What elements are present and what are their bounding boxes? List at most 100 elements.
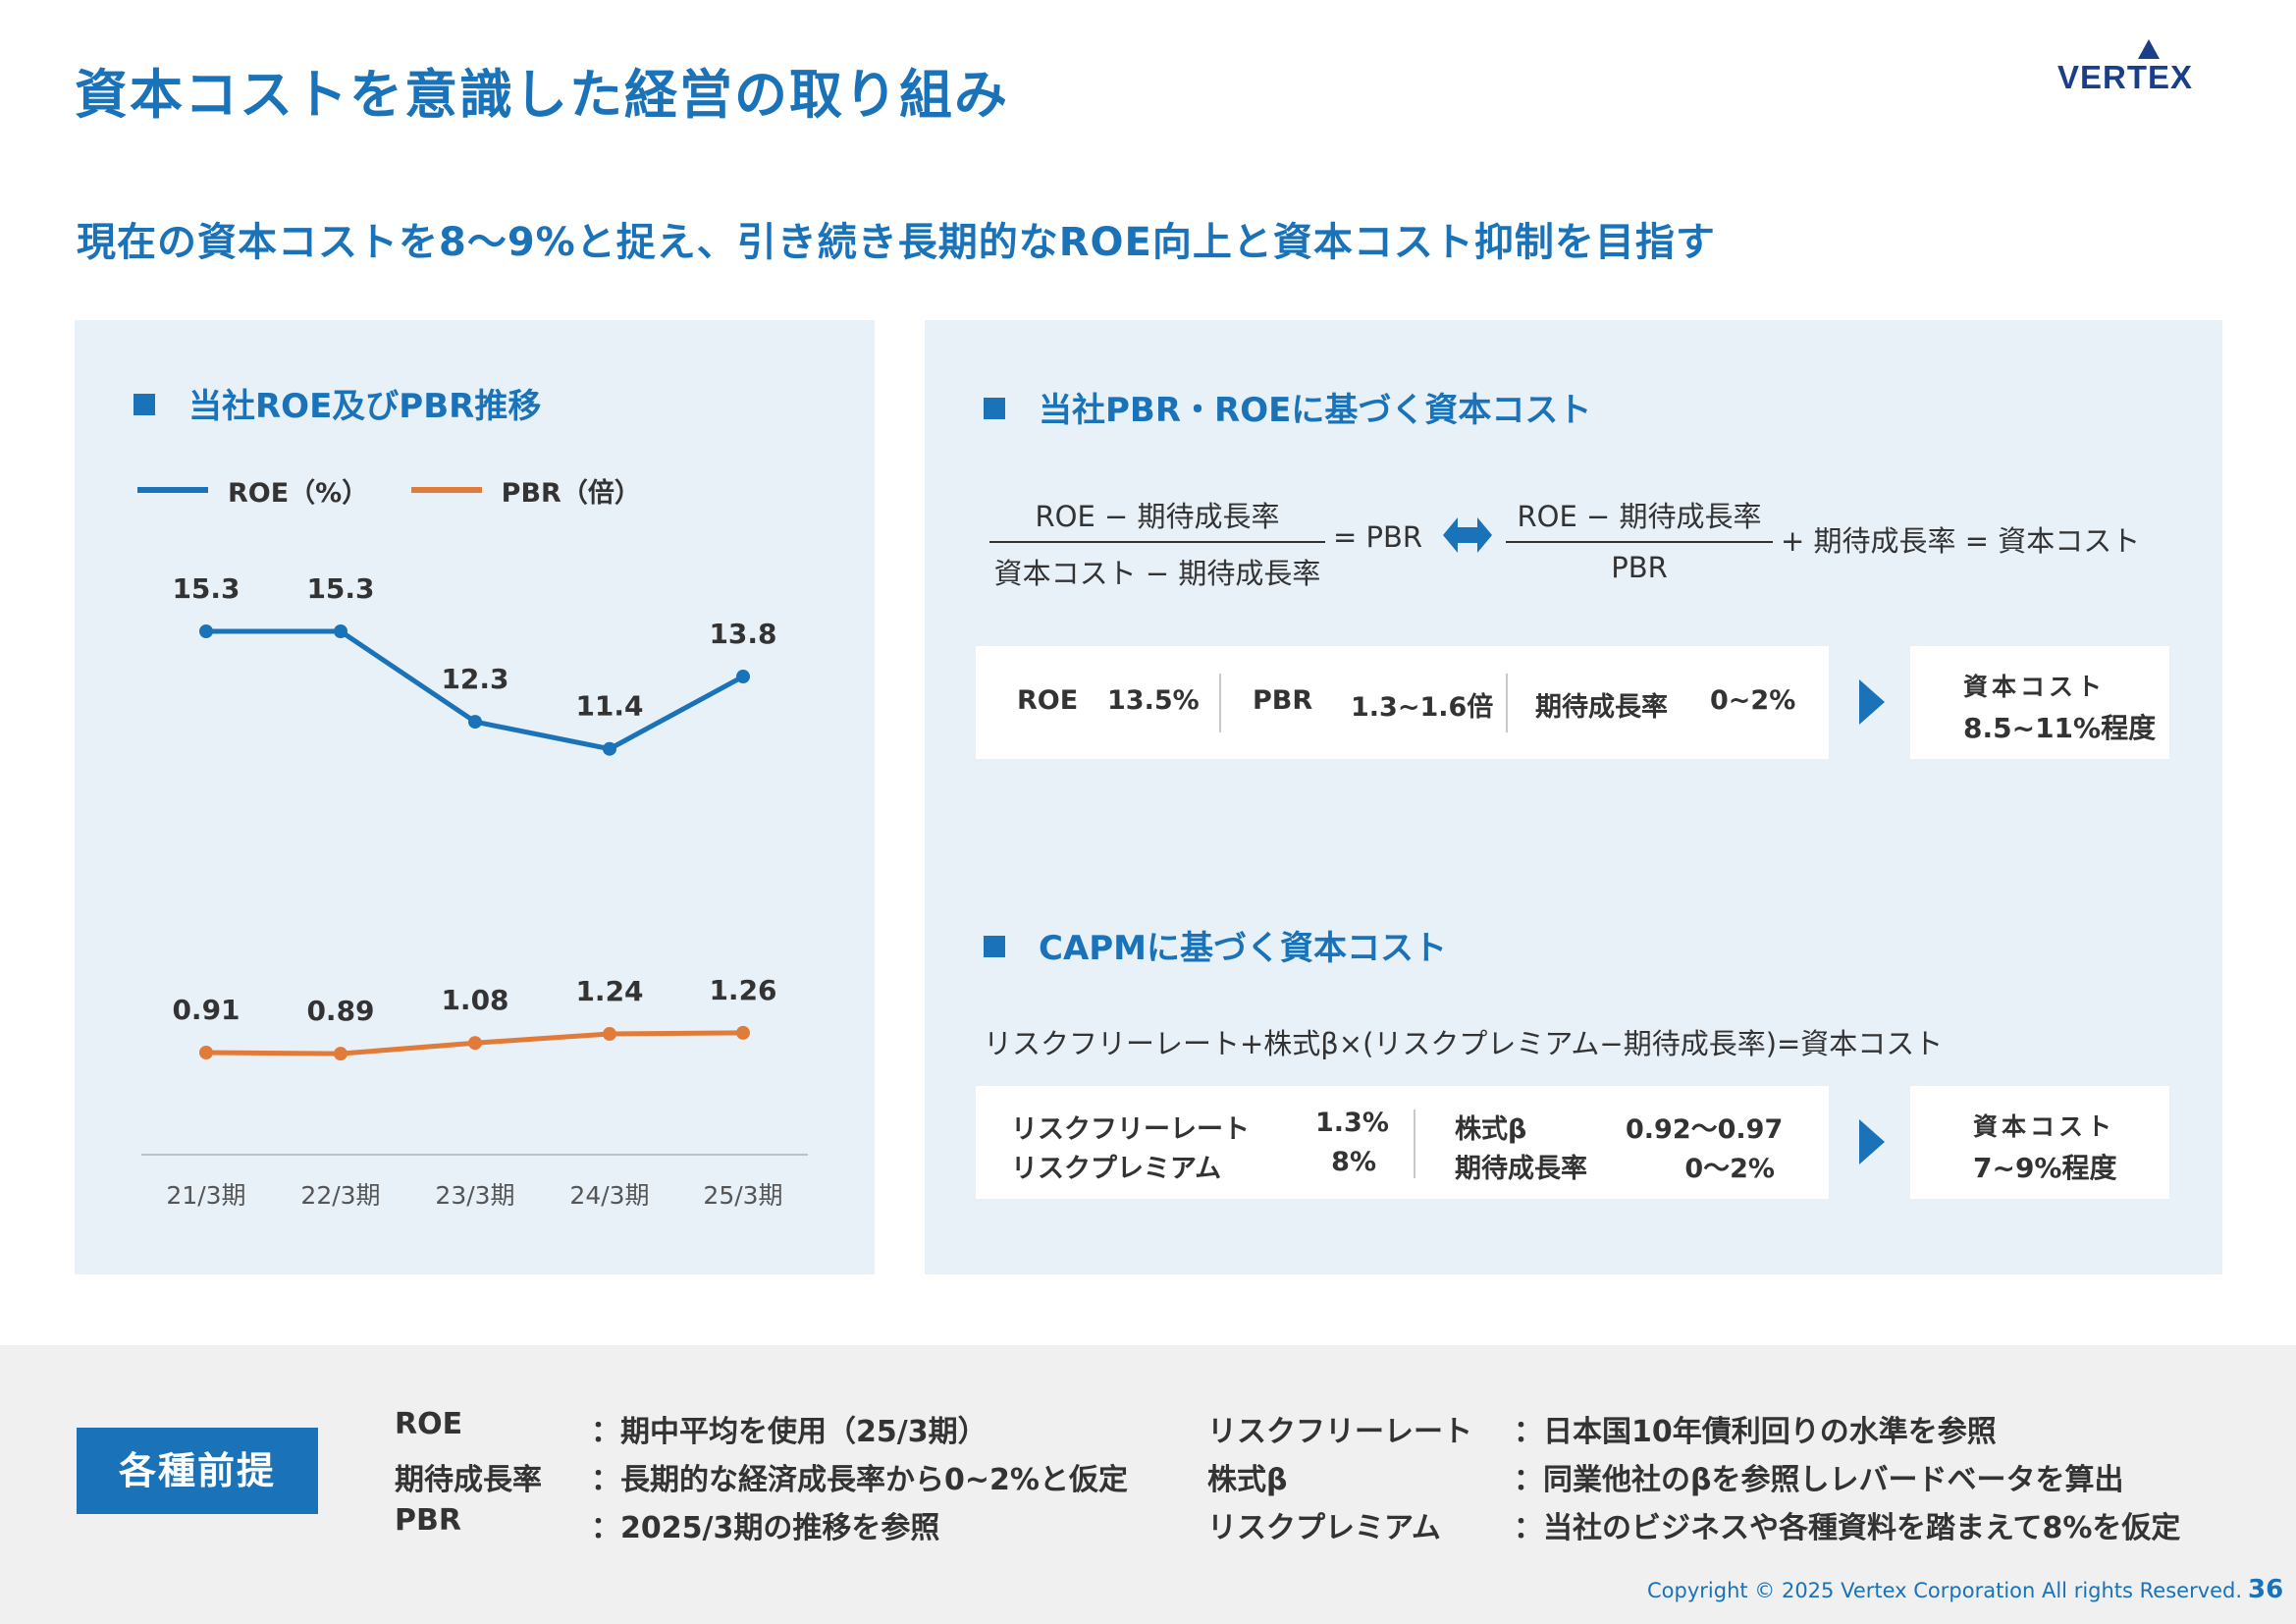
data-point-roe <box>334 624 347 638</box>
roe-pbr-line-chart: 15.3 15.3 12.3 11.4 13.8 0.91 0.89 1.08 1.24 1.26… <box>141 572 808 1210</box>
capm-formula: リスクフリーレート+株式β×(リスクプレミアム−期待成長率)=資本コスト <box>984 1027 1944 1060</box>
capm-result-value: 7~9%程度 <box>1973 1152 2117 1184</box>
pbr-formula-fraction: ROE − 期待成長率 資本コスト − 期待成長率 <box>989 494 1325 592</box>
chart-heading-text: 当社ROE及びPBR推移 <box>188 387 542 426</box>
note-desc-roe: ：期中平均を使用（25/3期） <box>591 1415 988 1449</box>
capm-growth-label: 期待成長率 <box>1455 1154 1587 1184</box>
data-label-pbr: 1.26 <box>709 974 776 1006</box>
capm-section-heading-text: CAPMに基づく資本コスト <box>1039 929 1448 968</box>
data-point-roe <box>736 670 750 684</box>
cost-formula-numerator: ROE − 期待成長率 <box>1506 494 1773 543</box>
roe-label: ROE <box>1017 685 1079 716</box>
divider <box>1414 1110 1415 1178</box>
capm-result-label: 資本コスト <box>1973 1112 2116 1141</box>
square-bullet-icon <box>984 936 1005 957</box>
growth-label: 期待成長率 <box>1535 692 1668 723</box>
note-desc-beta: ：同業他社のβを参照しレバードベータを算出 <box>1514 1463 2124 1497</box>
data-label-roe: 15.3 <box>172 572 240 605</box>
square-bullet-icon <box>133 394 155 415</box>
data-label-roe: 11.4 <box>575 690 643 723</box>
data-label-pbr: 1.24 <box>575 975 643 1007</box>
pbr-result-value: 8.5~11%程度 <box>1963 712 2157 744</box>
data-point-roe <box>468 715 482 730</box>
legend-label-roe: ROE（%） <box>228 477 369 509</box>
chart-legend: ROE（%） PBR（倍） <box>137 469 674 510</box>
data-point-pbr <box>199 1046 213 1059</box>
note-term-risk-free: リスクフリーレート <box>1207 1415 1472 1449</box>
beta-label: 株式β <box>1455 1114 1527 1145</box>
legend-item-roe: ROE（%） <box>137 471 368 510</box>
page-number: 36 <box>2248 1575 2284 1604</box>
risk-free-label: リスクフリーレート <box>1011 1114 1250 1145</box>
capm-section-heading: CAPMに基づく資本コスト <box>984 921 1447 969</box>
pbr-formula-equals: = PBR <box>1333 520 1423 554</box>
assumptions-badge: 各種前提 <box>77 1428 318 1514</box>
growth-value: 0~2% <box>1710 685 1796 716</box>
data-point-pbr <box>334 1047 347 1061</box>
double-arrow-icon <box>1443 517 1492 553</box>
pbr-section-heading: 当社PBR・ROEに基づく資本コスト <box>984 383 1591 431</box>
note-desc-risk-premium: ：当社のビジネスや各種資料を踏まえて8%を仮定 <box>1514 1511 2181 1545</box>
legend-label-pbr: PBR（倍） <box>501 477 641 509</box>
divider <box>1219 674 1221 732</box>
cost-formula-denominator: PBR <box>1611 551 1668 584</box>
risk-free-value: 1.3% <box>1315 1108 1389 1138</box>
note-desc-risk-free: ：日本国10年債利回りの水準を参照 <box>1514 1415 1997 1449</box>
data-point-pbr <box>468 1036 482 1051</box>
pbr-formula-numerator: ROE − 期待成長率 <box>989 494 1325 543</box>
capm-result-box: 資本コスト 7~9%程度 <box>1910 1086 2169 1199</box>
logo-text: VERTEX <box>2057 59 2194 95</box>
note-desc-pbr: ：2025/3期の推移を参照 <box>591 1511 940 1545</box>
data-label-roe: 15.3 <box>306 572 374 605</box>
copyright: Copyright © 2025 Vertex Corporation All … <box>1647 1579 2243 1602</box>
risk-premium-value: 8% <box>1331 1147 1376 1177</box>
pbr-formula-denominator: 資本コスト − 期待成長率 <box>993 557 1321 590</box>
note-term-beta: 株式β <box>1207 1463 1288 1497</box>
note-term-pbr: PBR <box>395 1503 461 1538</box>
cost-formula-fraction: ROE − 期待成長率 PBR <box>1506 494 1773 584</box>
legend-item-pbr: PBR（倍） <box>410 471 641 510</box>
right-arrow-icon <box>1859 1119 1885 1164</box>
x-tick-label: 23/3期 <box>435 1181 514 1210</box>
pbr-result-box: 資本コスト 8.5~11%程度 <box>1910 646 2169 759</box>
beta-value: 0.92～0.97 <box>1626 1114 1784 1145</box>
data-point-pbr <box>736 1025 750 1040</box>
x-tick-label: 21/3期 <box>166 1181 245 1210</box>
data-point-pbr <box>603 1027 616 1042</box>
page-title: 資本コストを意識した経営の取り組み <box>75 64 1009 126</box>
pbr-label: PBR <box>1253 685 1313 716</box>
risk-premium-label: リスクプレミアム <box>1011 1154 1222 1184</box>
legend-line-roe <box>137 487 208 493</box>
logo-triangle-icon <box>2138 39 2160 59</box>
legend-line-pbr <box>410 487 482 493</box>
roe-pbr-chart-panel <box>75 320 875 1274</box>
pbr-section-heading-text: 当社PBR・ROEに基づく資本コスト <box>1039 391 1592 430</box>
x-tick-label: 25/3期 <box>703 1181 782 1210</box>
capm-inputs-box: リスクフリーレート 1.3% リスクプレミアム 8% 株式β 0.92～0.97… <box>976 1086 1829 1199</box>
pbr-result-label: 資本コスト <box>1963 673 2107 701</box>
square-bullet-icon <box>984 398 1005 419</box>
capm-growth-value: 0～2% <box>1684 1154 1775 1184</box>
pbr-value: 1.3~1.6倍 <box>1351 692 1494 723</box>
data-point-roe <box>603 741 616 756</box>
pbr-inputs-box: ROE 13.5% PBR 1.3~1.6倍 期待成長率 0~2% <box>976 646 1829 759</box>
divider <box>1506 674 1508 732</box>
roe-value: 13.5% <box>1107 685 1200 716</box>
cost-formula-tail: + 期待成長率 = 資本コスト <box>1781 524 2141 558</box>
note-desc-growth: ：長期的な経済成長率から0~2%と仮定 <box>591 1463 1128 1497</box>
note-term-risk-premium: リスクプレミアム <box>1207 1511 1441 1545</box>
data-label-pbr: 0.91 <box>172 994 240 1026</box>
assumptions-footer <box>0 1345 2296 1624</box>
data-label-roe: 13.8 <box>709 618 776 650</box>
right-arrow-icon <box>1859 679 1885 725</box>
note-term-roe: ROE <box>395 1407 463 1441</box>
data-label-pbr: 1.08 <box>441 984 508 1016</box>
x-tick-label: 24/3期 <box>569 1181 649 1210</box>
page-subtitle: 現在の資本コストを8～9%と捉え、引き続き長期的なROE向上と資本コスト抑制を目… <box>77 220 1716 265</box>
note-term-growth: 期待成長率 <box>395 1463 542 1497</box>
chart-heading: 当社ROE及びPBR推移 <box>133 379 541 427</box>
data-label-roe: 12.3 <box>441 663 508 695</box>
vertex-logo: VERTEX <box>2057 39 2240 98</box>
x-tick-label: 22/3期 <box>300 1181 380 1210</box>
data-label-pbr: 0.89 <box>306 995 374 1027</box>
